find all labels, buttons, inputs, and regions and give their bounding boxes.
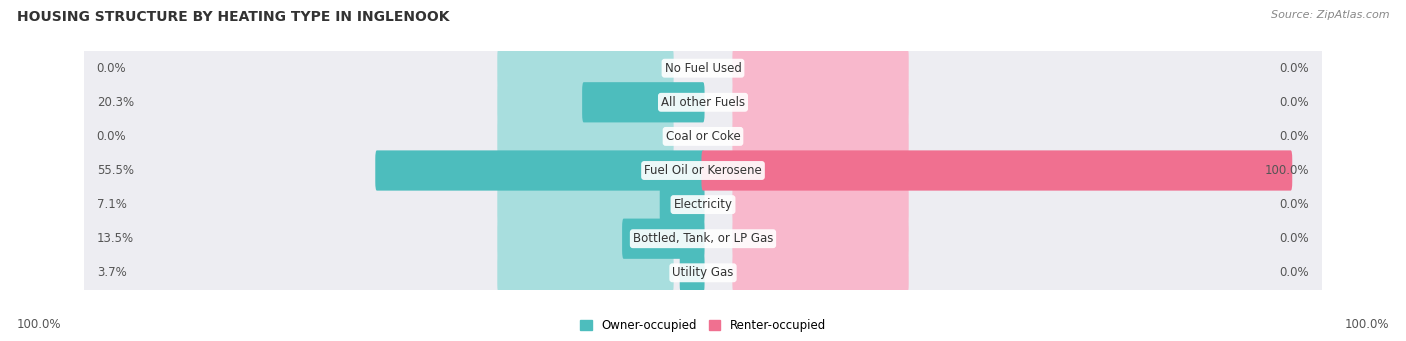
Text: 0.0%: 0.0% <box>1279 198 1309 211</box>
FancyBboxPatch shape <box>702 150 1292 191</box>
Bar <box>84 222 1322 256</box>
Bar <box>84 153 1322 188</box>
FancyBboxPatch shape <box>679 253 704 293</box>
Text: Bottled, Tank, or LP Gas: Bottled, Tank, or LP Gas <box>633 232 773 245</box>
Text: 100.0%: 100.0% <box>17 318 62 331</box>
Text: 0.0%: 0.0% <box>1279 266 1309 279</box>
Bar <box>84 256 1322 290</box>
Text: Coal or Coke: Coal or Coke <box>665 130 741 143</box>
Text: Source: ZipAtlas.com: Source: ZipAtlas.com <box>1271 10 1389 20</box>
Text: HOUSING STRUCTURE BY HEATING TYPE IN INGLENOOK: HOUSING STRUCTURE BY HEATING TYPE IN ING… <box>17 10 450 24</box>
FancyBboxPatch shape <box>659 184 704 225</box>
FancyBboxPatch shape <box>498 116 673 157</box>
FancyBboxPatch shape <box>498 150 673 191</box>
FancyBboxPatch shape <box>498 219 673 259</box>
Text: No Fuel Used: No Fuel Used <box>665 62 741 75</box>
Legend: Owner-occupied, Renter-occupied: Owner-occupied, Renter-occupied <box>575 314 831 337</box>
Bar <box>84 188 1322 222</box>
Text: 0.0%: 0.0% <box>1279 96 1309 109</box>
Text: 7.1%: 7.1% <box>97 198 127 211</box>
Text: Utility Gas: Utility Gas <box>672 266 734 279</box>
FancyBboxPatch shape <box>621 219 704 259</box>
FancyBboxPatch shape <box>375 150 704 191</box>
FancyBboxPatch shape <box>733 253 908 293</box>
Text: 13.5%: 13.5% <box>97 232 134 245</box>
FancyBboxPatch shape <box>733 82 908 122</box>
Text: 20.3%: 20.3% <box>97 96 134 109</box>
Text: 3.7%: 3.7% <box>97 266 127 279</box>
Bar <box>84 119 1322 153</box>
FancyBboxPatch shape <box>582 82 704 122</box>
Text: All other Fuels: All other Fuels <box>661 96 745 109</box>
FancyBboxPatch shape <box>733 116 908 157</box>
FancyBboxPatch shape <box>733 184 908 225</box>
Text: 55.5%: 55.5% <box>97 164 134 177</box>
Bar <box>84 51 1322 85</box>
FancyBboxPatch shape <box>498 82 673 122</box>
Text: 100.0%: 100.0% <box>1344 318 1389 331</box>
Text: 0.0%: 0.0% <box>1279 62 1309 75</box>
Bar <box>84 85 1322 119</box>
Text: Electricity: Electricity <box>673 198 733 211</box>
FancyBboxPatch shape <box>733 150 908 191</box>
Text: 100.0%: 100.0% <box>1265 164 1309 177</box>
Text: 0.0%: 0.0% <box>1279 130 1309 143</box>
Text: 0.0%: 0.0% <box>97 130 127 143</box>
FancyBboxPatch shape <box>733 219 908 259</box>
FancyBboxPatch shape <box>498 48 673 88</box>
FancyBboxPatch shape <box>498 253 673 293</box>
FancyBboxPatch shape <box>733 48 908 88</box>
FancyBboxPatch shape <box>498 184 673 225</box>
Text: 0.0%: 0.0% <box>97 62 127 75</box>
Text: Fuel Oil or Kerosene: Fuel Oil or Kerosene <box>644 164 762 177</box>
Text: 0.0%: 0.0% <box>1279 232 1309 245</box>
